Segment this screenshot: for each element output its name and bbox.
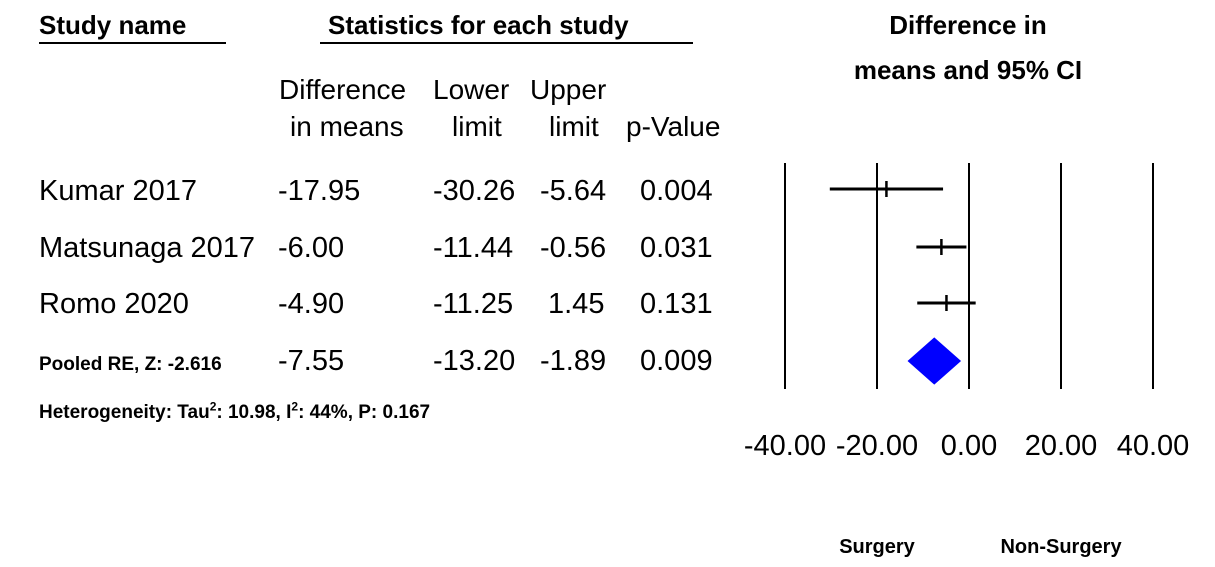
tick-label: 20.00: [1025, 430, 1098, 462]
x-label-left: Surgery: [839, 536, 915, 558]
pooled-lower-cell: -13.20: [433, 345, 516, 377]
tick-label: 40.00: [1117, 430, 1190, 462]
col-diff-line1: Difference: [279, 74, 407, 105]
col-lower-line1: Lower: [433, 74, 510, 105]
study-name-cell: Matsunaga 2017: [39, 232, 256, 264]
tick-label: -40.00: [744, 430, 826, 462]
heterogeneity-prefix: Heterogeneity: Tau: [39, 402, 210, 423]
col-upper-line2: limit: [549, 111, 599, 142]
pooled-label: Pooled RE, Z: -2.616: [39, 354, 222, 375]
plot-title-line2: means and 95% CI: [853, 55, 1083, 85]
statistics-underline: [320, 42, 693, 44]
col-lower-line2: limit: [452, 111, 502, 142]
pooled-diff-cell: -7.55: [278, 345, 345, 377]
lower-cell: -11.44: [433, 232, 514, 264]
p-cell: 0.004: [640, 175, 713, 207]
col-upper-line1: Upper: [530, 74, 607, 105]
col-diff-line2: in means: [290, 111, 404, 142]
heterogeneity-rest: : 44%, P: 0.167: [298, 402, 431, 423]
statistics-header: Statistics for each study: [328, 10, 629, 40]
x-label-right: Non-Surgery: [1000, 536, 1122, 558]
tau-superscript: 2: [209, 399, 217, 414]
upper-cell: -5.64: [540, 175, 607, 207]
diff-cell: -4.90: [278, 288, 345, 320]
upper-cell: 1.45: [548, 288, 605, 320]
heterogeneity-line: Heterogeneity: Tau2: 10.98, I2: 44%, P: …: [39, 401, 430, 425]
tick-label: 0.00: [941, 430, 997, 462]
upper-cell: -0.56: [540, 232, 607, 264]
pooled-p-cell: 0.009: [640, 345, 713, 377]
study-name-cell: Kumar 2017: [39, 175, 197, 207]
plot-title-line1: Difference in: [889, 10, 1047, 40]
i-superscript: 2: [291, 399, 299, 414]
col-p-value: p-Value: [626, 111, 721, 142]
lower-cell: -30.26: [433, 175, 516, 207]
diff-cell: -6.00: [278, 232, 345, 264]
tick-label: -20.00: [836, 430, 918, 462]
heterogeneity-tau-value: : 10.98, I: [216, 402, 292, 423]
pooled-diamond: [907, 337, 962, 385]
pooled-upper-cell: -1.89: [540, 345, 607, 377]
diff-cell: -17.95: [278, 175, 361, 207]
p-cell: 0.031: [640, 232, 713, 264]
study-name-underline: [39, 42, 226, 44]
study-name-header: Study name: [39, 10, 187, 40]
lower-cell: -11.25: [433, 288, 514, 320]
p-cell: 0.131: [640, 288, 713, 320]
study-name-cell: Romo 2020: [39, 288, 189, 320]
